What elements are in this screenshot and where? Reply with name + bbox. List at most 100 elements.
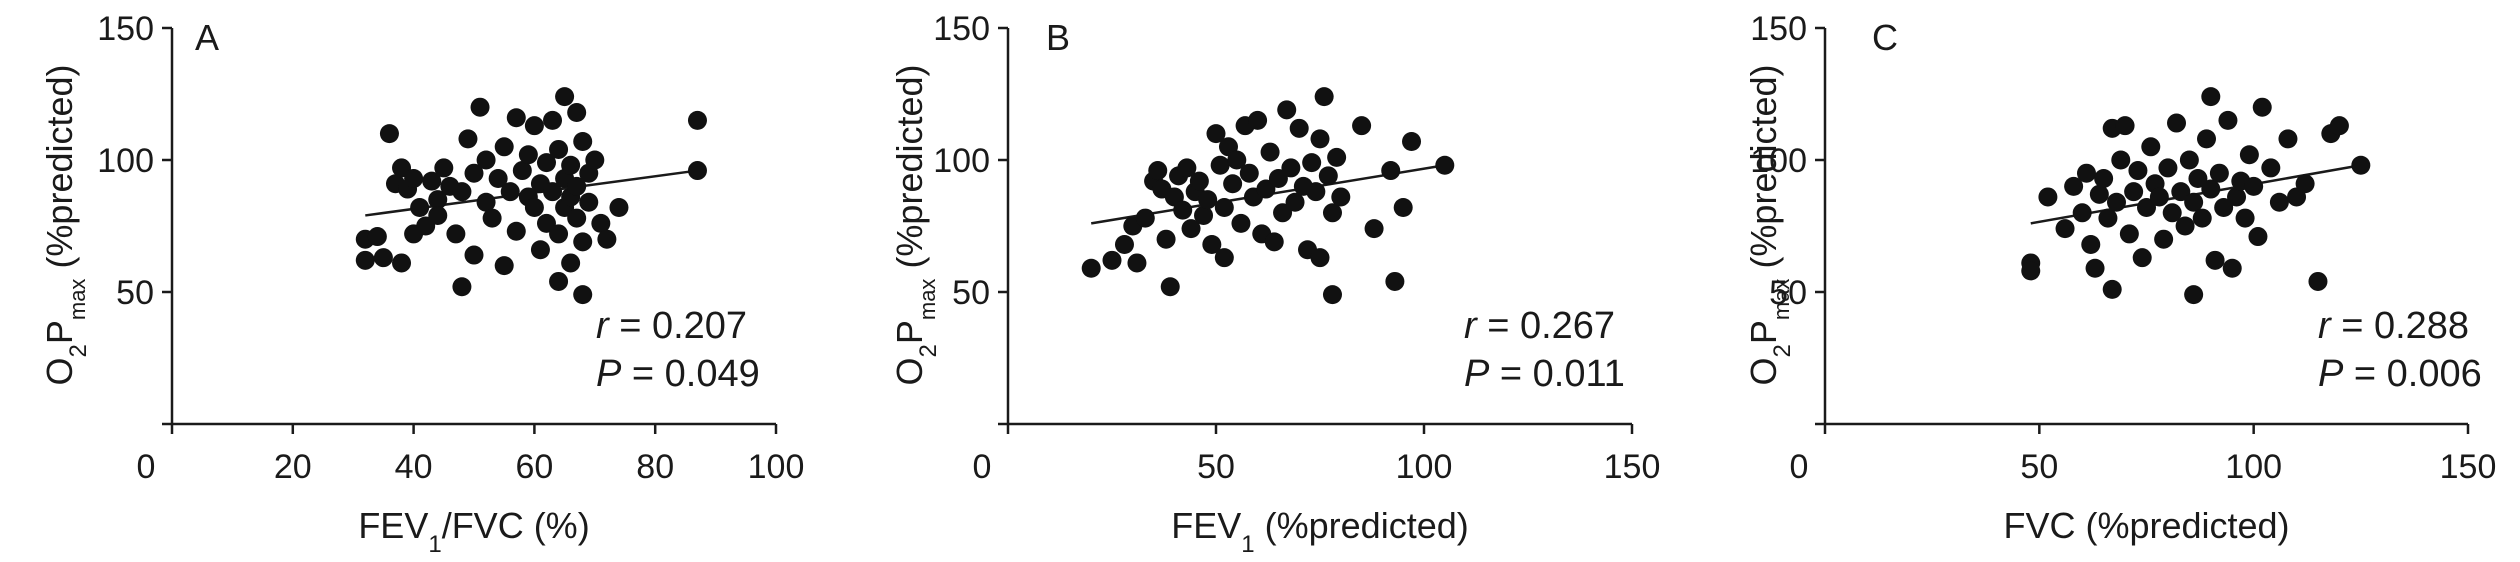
data-point — [2055, 219, 2075, 239]
data-point — [2209, 163, 2229, 183]
data-point — [567, 176, 587, 196]
data-point — [410, 198, 430, 218]
y-tick-label: 100 — [97, 142, 154, 180]
data-point — [2111, 150, 2131, 170]
y-tick-label: 50 — [952, 274, 990, 312]
data-point — [428, 205, 448, 225]
data-point — [1277, 100, 1297, 120]
data-point — [1289, 118, 1309, 138]
data-point — [355, 250, 375, 270]
data-point — [2351, 155, 2371, 175]
x-axis-title: FEV1/FVC (%) — [358, 505, 589, 558]
r-statistic: r = 0.207 — [596, 305, 747, 347]
y-axis-title: O2Pmax (%predicted) — [889, 64, 942, 385]
y-axis-title-sub-2: 2 — [65, 344, 92, 357]
data-point — [2252, 97, 2272, 117]
x-tick-label: 150 — [2440, 448, 2497, 486]
data-point — [2295, 174, 2315, 194]
data-point — [2021, 261, 2041, 281]
data-point — [1160, 277, 1180, 297]
data-point — [573, 232, 593, 252]
data-point — [1302, 153, 1322, 173]
p-value: = 0.011 — [1489, 353, 1625, 395]
data-point — [1352, 116, 1372, 136]
data-point — [549, 271, 569, 291]
data-point — [536, 153, 556, 173]
data-point — [2115, 116, 2135, 136]
data-point — [2124, 182, 2144, 202]
data-point — [1322, 203, 1342, 223]
data-point — [1173, 200, 1193, 220]
data-point — [543, 110, 563, 130]
data-point — [1364, 219, 1384, 239]
data-point — [1310, 129, 1330, 149]
data-point — [452, 182, 472, 202]
data-point — [1148, 161, 1168, 181]
data-point — [1227, 150, 1247, 170]
data-point — [2201, 87, 2221, 107]
data-point — [2038, 187, 2058, 207]
x-tick-label: 40 — [395, 448, 433, 486]
p-value: = 0.006 — [2343, 353, 2481, 395]
r-value: = 0.288 — [2331, 305, 2469, 347]
x-tick-label: 100 — [2225, 448, 2282, 486]
r-symbol: r — [2318, 305, 2332, 347]
data-point — [1194, 205, 1214, 225]
data-point — [687, 110, 707, 130]
p-symbol: P — [1464, 353, 1490, 395]
data-point — [1331, 187, 1351, 207]
data-point — [494, 256, 514, 276]
x-tick-label: 100 — [1396, 448, 1453, 486]
data-point — [543, 182, 563, 202]
panel-label: C — [1872, 17, 1898, 58]
data-point — [1156, 229, 1176, 249]
data-point — [404, 168, 424, 188]
data-point — [1223, 174, 1243, 194]
data-point — [2094, 168, 2114, 188]
data-point — [1189, 171, 1209, 191]
data-point — [470, 97, 490, 117]
data-point — [2085, 258, 2105, 278]
data-point — [1318, 166, 1338, 186]
p-value: = 0.049 — [621, 353, 759, 395]
r-value: = 0.267 — [1477, 305, 1615, 347]
y-axis-title-sub-2: 2 — [915, 344, 942, 357]
data-point — [2214, 198, 2234, 218]
data-point — [1393, 198, 1413, 218]
data-point — [1402, 132, 1422, 152]
y-axis-title-o: O — [1743, 358, 1784, 386]
data-point — [512, 161, 532, 181]
r-value: = 0.207 — [609, 305, 747, 347]
x-tick-label: 100 — [748, 448, 805, 486]
data-point — [2137, 198, 2156, 218]
data-point — [1248, 110, 1268, 130]
data-point — [591, 213, 611, 233]
data-point — [2239, 145, 2259, 165]
data-point — [1214, 198, 1234, 218]
data-point — [609, 198, 629, 218]
r-symbol: r — [1464, 305, 1478, 347]
data-point — [687, 161, 707, 181]
y-axis-title-o: O — [889, 358, 930, 386]
data-point — [573, 132, 593, 152]
data-point — [555, 87, 575, 107]
data-point — [2269, 192, 2289, 212]
data-point — [2235, 208, 2255, 228]
data-point — [1281, 158, 1301, 178]
data-point — [464, 245, 484, 265]
data-point — [2261, 158, 2281, 178]
data-point — [506, 221, 526, 241]
data-point — [458, 129, 478, 149]
y-axis-title-rest: (%predicted) — [39, 64, 80, 278]
data-point — [1114, 234, 1134, 254]
data-point — [2102, 279, 2122, 299]
data-point — [1322, 285, 1342, 305]
y-axis-title: O2Pmax (%predicted) — [1743, 64, 1796, 385]
x-axis-title-rest: /FVC (%) — [442, 505, 590, 546]
data-point — [373, 248, 393, 268]
p-statistic: P = 0.049 — [596, 353, 760, 395]
data-point — [2205, 250, 2225, 270]
data-point — [2218, 110, 2238, 130]
y-axis-title: O2Pmax (%predicted) — [39, 64, 92, 385]
p-symbol: P — [596, 353, 622, 395]
